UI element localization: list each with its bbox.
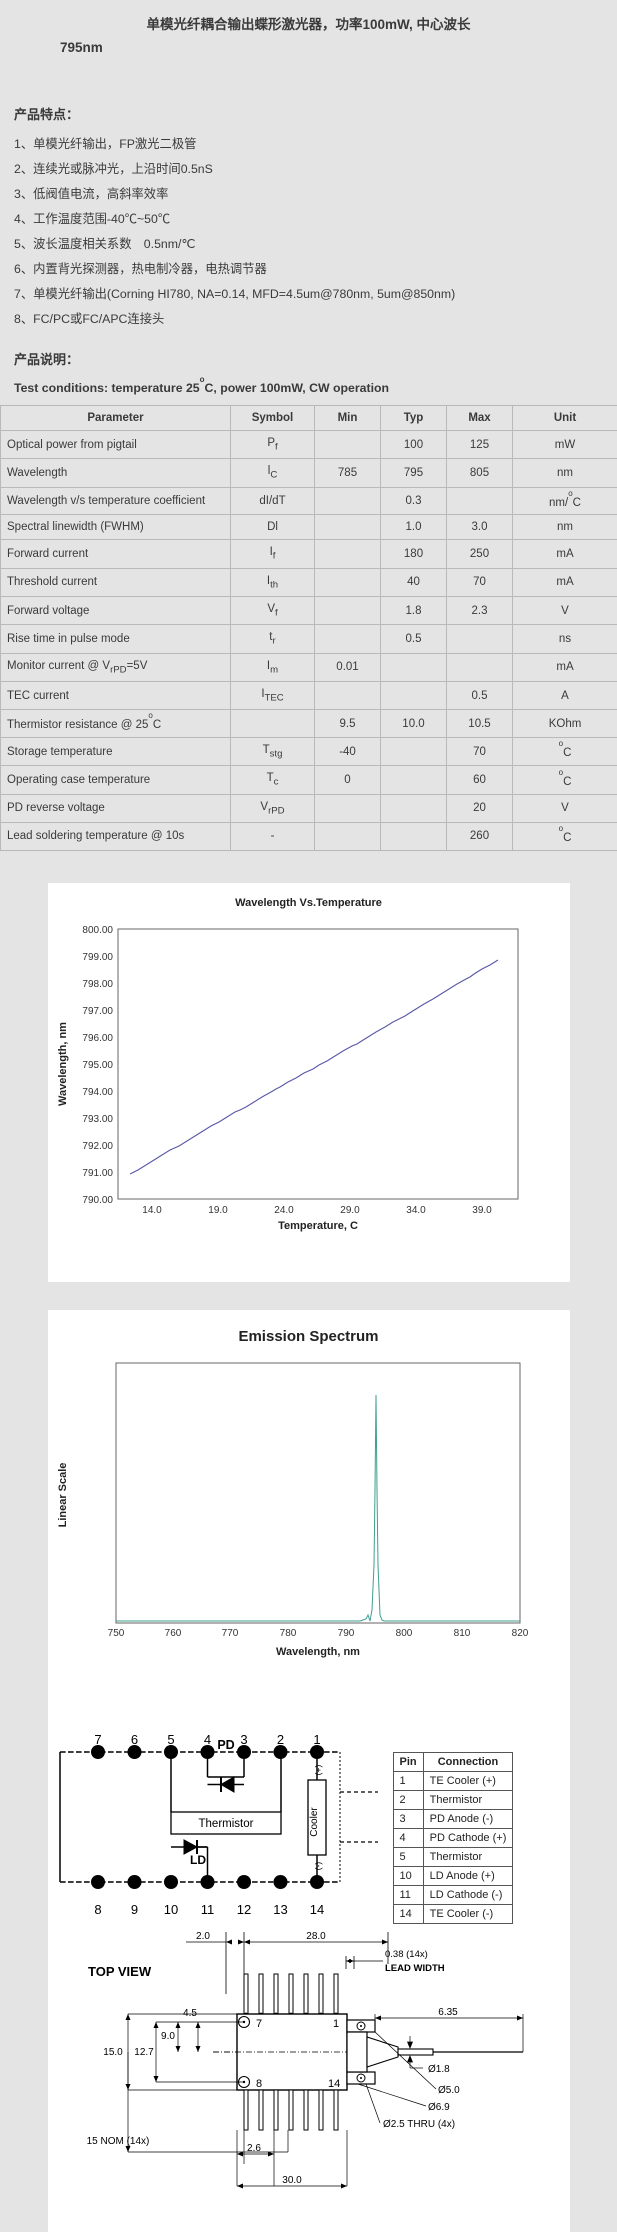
svg-text:Cooler: Cooler <box>309 1806 320 1836</box>
svg-text:800: 800 <box>395 1628 412 1639</box>
svg-text:797.00: 797.00 <box>82 1006 113 1017</box>
svg-text:793.00: 793.00 <box>82 1114 113 1125</box>
svg-text:0.38 (14x): 0.38 (14x) <box>385 1949 428 1960</box>
svg-text:790: 790 <box>337 1628 354 1639</box>
svg-text:795.00: 795.00 <box>82 1060 113 1071</box>
svg-text:7: 7 <box>256 2018 262 2030</box>
svg-text:4: 4 <box>203 1732 210 1747</box>
svg-text:24.0: 24.0 <box>274 1205 294 1216</box>
svg-text:810: 810 <box>453 1628 470 1639</box>
svg-text:1: 1 <box>333 2018 339 2030</box>
svg-text:7: 7 <box>94 1732 101 1747</box>
svg-text:2.6: 2.6 <box>247 2143 261 2154</box>
svg-text:14: 14 <box>309 1902 323 1917</box>
svg-text:3: 3 <box>240 1732 247 1747</box>
svg-text:28.0: 28.0 <box>306 1931 326 1942</box>
svg-text:4.5: 4.5 <box>183 2008 197 2019</box>
svg-text:10: 10 <box>163 1902 177 1917</box>
svg-text:792.00: 792.00 <box>82 1141 113 1152</box>
svg-text:PD: PD <box>217 1738 234 1752</box>
svg-text:14: 14 <box>328 2078 340 2090</box>
svg-text:34.0: 34.0 <box>406 1205 426 1216</box>
svg-text:13: 13 <box>273 1902 287 1917</box>
svg-text:19.0: 19.0 <box>208 1205 228 1216</box>
svg-text:15.0: 15.0 <box>103 2047 123 2058</box>
svg-text:780: 780 <box>279 1628 296 1639</box>
svg-text:Linear Scale: Linear Scale <box>57 1462 69 1527</box>
svg-text:8: 8 <box>94 1902 101 1917</box>
svg-text:799.00: 799.00 <box>82 952 113 963</box>
svg-text:12.7: 12.7 <box>134 2047 154 2058</box>
svg-text:5: 5 <box>167 1732 174 1747</box>
svg-text:6: 6 <box>130 1732 137 1747</box>
svg-text:LEAD WIDTH: LEAD WIDTH <box>385 1963 445 1974</box>
svg-text:11: 11 <box>200 1902 214 1917</box>
svg-text:29.0: 29.0 <box>340 1205 360 1216</box>
svg-text:Ø5.0: Ø5.0 <box>438 2085 460 2096</box>
svg-text:9.0: 9.0 <box>161 2031 175 2042</box>
svg-text:6.35: 6.35 <box>438 2007 458 2018</box>
svg-text:Ø6.9: Ø6.9 <box>428 2102 450 2113</box>
svg-text:(+): (+) <box>313 1764 323 1775</box>
svg-text:39.0: 39.0 <box>472 1205 492 1216</box>
svg-text:(-): (-) <box>313 1861 323 1870</box>
svg-text:Wavelength, nm: Wavelength, nm <box>276 1646 360 1658</box>
svg-text:15 NOM (14x): 15 NOM (14x) <box>86 2136 149 2147</box>
svg-text:794.00: 794.00 <box>82 1087 113 1098</box>
svg-text:TOP VIEW: TOP VIEW <box>88 1964 152 1979</box>
svg-text:790.00: 790.00 <box>82 1195 113 1206</box>
svg-text:9: 9 <box>130 1902 137 1917</box>
svg-text:14.0: 14.0 <box>142 1205 162 1216</box>
svg-text:Wavelength, nm: Wavelength, nm <box>57 1022 69 1106</box>
svg-text:820: 820 <box>511 1628 528 1639</box>
svg-text:2: 2 <box>276 1732 283 1747</box>
svg-text:30.0: 30.0 <box>282 2175 302 2186</box>
svg-text:750: 750 <box>107 1628 124 1639</box>
svg-text:798.00: 798.00 <box>82 979 113 990</box>
svg-text:Ø1.8: Ø1.8 <box>428 2064 450 2075</box>
svg-text:1: 1 <box>313 1732 320 1747</box>
svg-text:791.00: 791.00 <box>82 1168 113 1179</box>
svg-text:8: 8 <box>256 2078 262 2090</box>
svg-text:Temperature, C: Temperature, C <box>278 1220 358 1232</box>
svg-text:800.00: 800.00 <box>82 925 113 936</box>
svg-text:12: 12 <box>236 1902 250 1917</box>
svg-text:2.0: 2.0 <box>196 1931 210 1942</box>
svg-text:770: 770 <box>221 1628 238 1639</box>
svg-text:760: 760 <box>164 1628 181 1639</box>
svg-text:796.00: 796.00 <box>82 1033 113 1044</box>
svg-text:Ø2.5 THRU (4x): Ø2.5 THRU (4x) <box>383 2119 455 2130</box>
svg-text:LD: LD <box>190 1853 206 1867</box>
svg-text:Thermistor: Thermistor <box>198 1818 253 1830</box>
